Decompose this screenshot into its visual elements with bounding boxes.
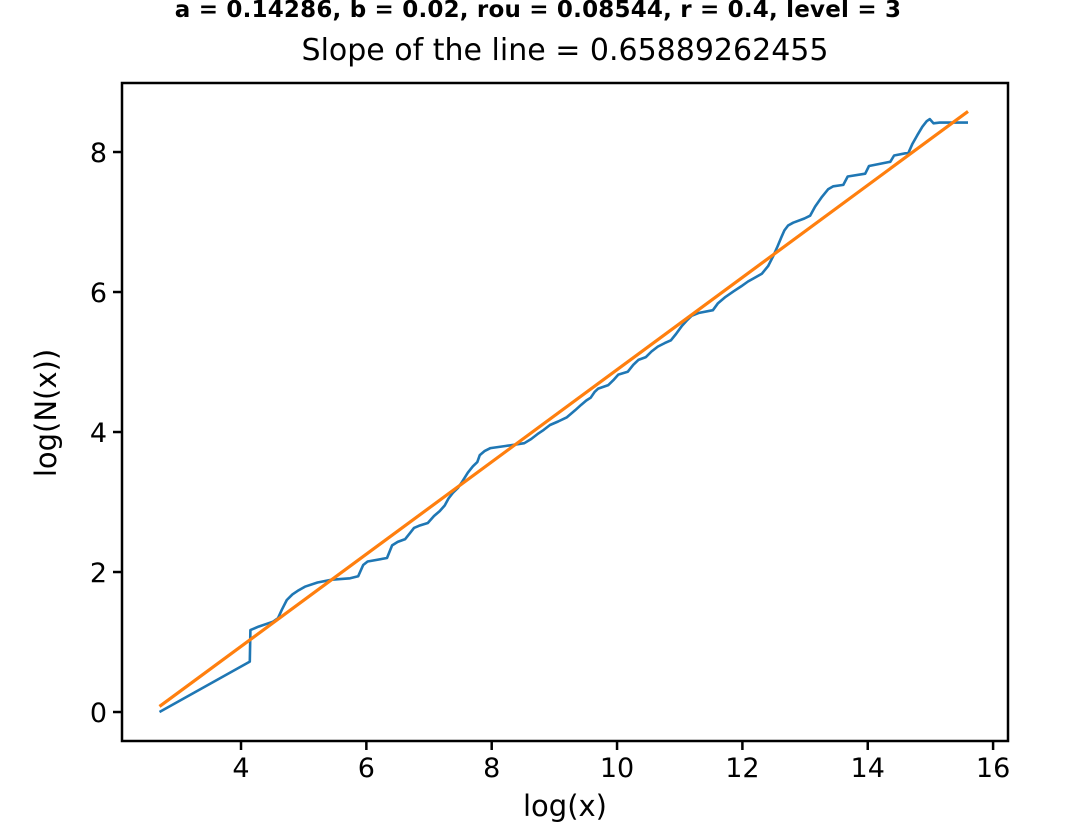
x-tick-label: 16 <box>976 753 1010 784</box>
y-tick-label: 8 <box>90 138 107 169</box>
axes-spines <box>120 81 1010 743</box>
x-tick-label: 14 <box>851 753 885 784</box>
axes-title: Slope of the line = 0.65889262455 <box>301 33 829 68</box>
x-tick-label: 10 <box>600 753 634 784</box>
x-tick-label: 8 <box>483 753 500 784</box>
y-tick-label: 2 <box>90 558 107 589</box>
x-tick-label: 6 <box>358 753 375 784</box>
x-axis-label: log(x) <box>523 789 607 823</box>
x-tick-label: 12 <box>725 753 759 784</box>
data-series-line <box>158 117 968 714</box>
x-tick-label: 4 <box>232 753 249 784</box>
fit-line <box>158 110 969 708</box>
y-tick-label: 6 <box>90 278 107 309</box>
y-tick-label: 4 <box>90 418 107 449</box>
figure-suptitle: a = 0.14286, b = 0.02, rou = 0.08544, r … <box>174 0 902 23</box>
y-tick-label: 0 <box>90 698 107 729</box>
y-axis-label: log(N(x)) <box>29 348 63 478</box>
